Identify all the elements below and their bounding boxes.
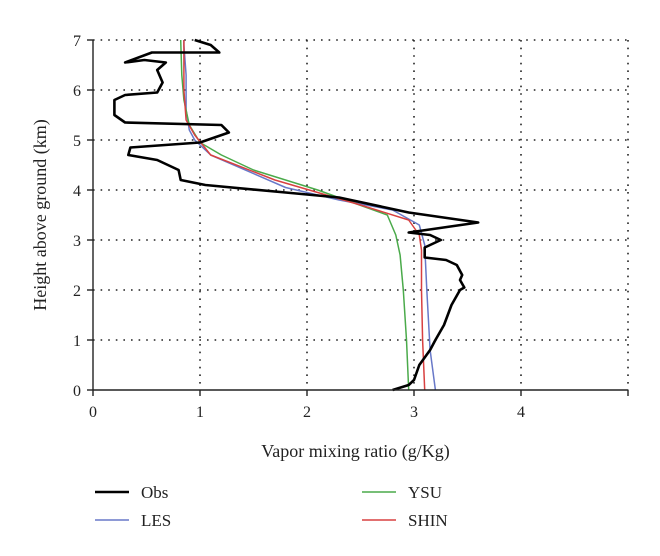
y-tick-label: 3 bbox=[73, 233, 81, 250]
x-tick-label: 2 bbox=[303, 404, 311, 421]
series-line-les bbox=[183, 40, 437, 391]
x-tick-label: 4 bbox=[517, 404, 525, 421]
legend-label-shin: SHIN bbox=[408, 511, 448, 530]
y-tick-label: 2 bbox=[73, 283, 81, 300]
grid bbox=[93, 39, 629, 390]
legend-label-ysu: YSU bbox=[408, 483, 442, 502]
series-line-shin bbox=[183, 40, 426, 391]
series-line-obs bbox=[113, 38, 480, 392]
y-tick-label: 4 bbox=[73, 183, 81, 200]
y-tick-label: 5 bbox=[73, 133, 81, 150]
tick-labels: 0 1 2 3 4 0 1 2 3 4 5 6 7 bbox=[73, 33, 525, 421]
legend-label-les: LES bbox=[141, 511, 171, 530]
y-tick-label: 0 bbox=[73, 383, 81, 400]
legend: Obs LES YSU SHIN bbox=[95, 483, 448, 530]
x-tick-label: 3 bbox=[410, 404, 418, 421]
x-tick-label: 1 bbox=[196, 404, 204, 421]
y-tick-label: 1 bbox=[73, 333, 81, 350]
y-tick-label: 6 bbox=[73, 83, 81, 100]
x-tick-label: 0 bbox=[89, 404, 97, 421]
axes bbox=[87, 39, 629, 396]
y-tick-label: 7 bbox=[73, 33, 81, 50]
series-line-ysu bbox=[179, 39, 410, 391]
x-axis-label: Vapor mixing ratio (g/Kg) bbox=[261, 441, 449, 462]
series-lines bbox=[113, 38, 480, 392]
legend-label-obs: Obs bbox=[141, 483, 168, 502]
y-axis-label: Height above ground (km) bbox=[30, 119, 51, 310]
